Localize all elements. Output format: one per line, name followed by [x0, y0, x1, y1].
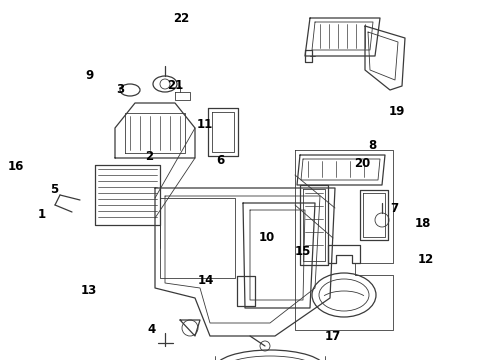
Text: 11: 11: [196, 118, 213, 131]
Text: 5: 5: [50, 183, 58, 195]
Text: 12: 12: [417, 253, 434, 266]
Text: 2: 2: [146, 150, 153, 163]
Text: 22: 22: [173, 12, 190, 24]
Text: 6: 6: [217, 154, 224, 167]
Text: 21: 21: [167, 79, 184, 92]
Text: 10: 10: [259, 231, 275, 244]
Text: 14: 14: [197, 274, 214, 287]
Text: 7: 7: [391, 202, 398, 215]
Text: 15: 15: [294, 245, 311, 258]
Text: 18: 18: [414, 217, 431, 230]
Text: 19: 19: [389, 105, 405, 118]
Text: 13: 13: [81, 284, 98, 297]
Text: 16: 16: [8, 160, 24, 173]
Text: 9: 9: [86, 69, 94, 82]
Text: 3: 3: [116, 83, 124, 96]
Text: 8: 8: [368, 139, 376, 152]
Text: 1: 1: [38, 208, 46, 221]
Text: 4: 4: [148, 323, 156, 336]
Text: 20: 20: [354, 157, 371, 170]
Text: 17: 17: [325, 330, 342, 343]
